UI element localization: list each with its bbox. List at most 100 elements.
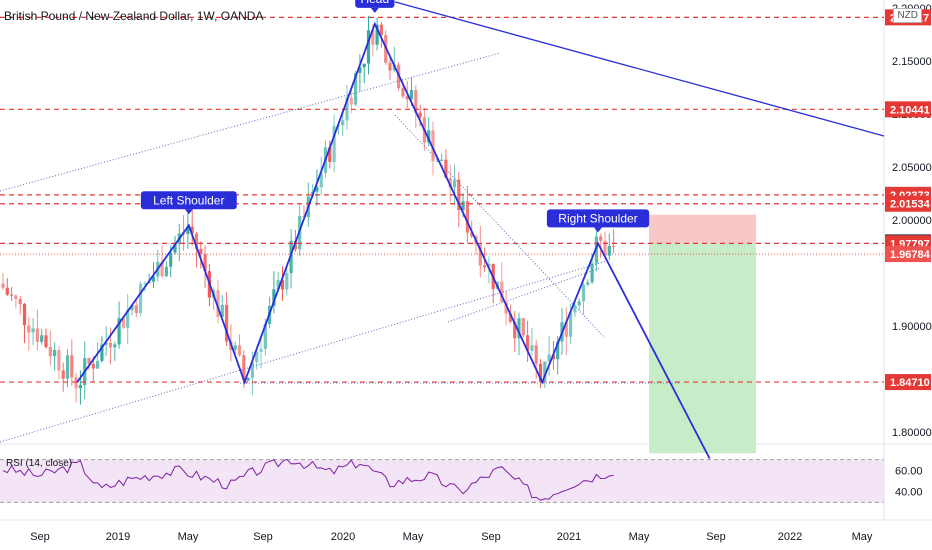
candle-body bbox=[31, 328, 35, 333]
candle bbox=[35, 309, 39, 351]
candle bbox=[96, 342, 100, 369]
stop-zone bbox=[649, 214, 756, 244]
candle bbox=[280, 266, 285, 301]
candle-body bbox=[530, 345, 534, 351]
time-tick: 2019 bbox=[106, 531, 130, 543]
candle-body bbox=[319, 172, 323, 188]
time-tick: May bbox=[178, 531, 199, 543]
candle bbox=[375, 17, 379, 51]
candle-body bbox=[35, 328, 39, 342]
candle-body bbox=[478, 244, 482, 266]
candle bbox=[612, 229, 616, 254]
candle bbox=[48, 330, 52, 366]
candle-body bbox=[465, 201, 469, 233]
candle bbox=[465, 186, 469, 244]
price-badge-text: 1.84710 bbox=[890, 377, 930, 389]
candle-body bbox=[74, 377, 78, 389]
candle-body bbox=[117, 318, 121, 345]
candle-body bbox=[143, 283, 147, 285]
candle bbox=[10, 286, 14, 301]
rsi-tick: 60.00 bbox=[895, 465, 923, 477]
candle-body bbox=[414, 90, 418, 113]
candle bbox=[513, 311, 517, 352]
candle-body bbox=[160, 261, 164, 277]
candle-body bbox=[237, 345, 242, 356]
candle-body bbox=[448, 177, 452, 188]
candle bbox=[117, 301, 121, 349]
candle-body bbox=[164, 266, 168, 277]
rsi-line bbox=[2, 458, 614, 501]
candle bbox=[194, 231, 199, 268]
price-tick: 1.80000 bbox=[892, 427, 932, 439]
candle-body bbox=[603, 240, 607, 256]
candle bbox=[70, 339, 74, 386]
candle-body bbox=[186, 226, 190, 234]
candle bbox=[134, 298, 138, 318]
candle-body bbox=[556, 341, 560, 360]
candle-body bbox=[594, 236, 598, 264]
rsi-label: RSI (14, close) bbox=[6, 458, 73, 469]
candle-body bbox=[104, 342, 108, 345]
wedge-upper-line bbox=[394, 114, 606, 339]
candle-body bbox=[96, 360, 100, 369]
candle-body bbox=[581, 284, 586, 302]
candle-body bbox=[173, 243, 177, 253]
candle bbox=[199, 241, 203, 269]
candle bbox=[139, 281, 143, 317]
candle-body bbox=[547, 354, 551, 362]
candle bbox=[603, 231, 607, 257]
candle bbox=[607, 233, 611, 260]
candle bbox=[272, 271, 276, 314]
candle bbox=[121, 317, 125, 330]
candle-body bbox=[57, 350, 61, 371]
candle-body bbox=[362, 63, 366, 68]
candle-body bbox=[40, 335, 44, 342]
candle bbox=[5, 278, 9, 297]
candle bbox=[457, 172, 461, 228]
time-tick: 2022 bbox=[778, 531, 802, 543]
candle-body bbox=[272, 289, 276, 306]
time-tick: May bbox=[403, 531, 424, 543]
price-badge-text: 2.01534 bbox=[890, 199, 931, 211]
candle bbox=[332, 114, 336, 173]
currency-badge[interactable]: NZD bbox=[893, 8, 922, 23]
candle bbox=[538, 359, 543, 389]
candle-body bbox=[452, 179, 457, 188]
time-tick: May bbox=[629, 531, 650, 543]
time-tick: Sep bbox=[706, 531, 726, 543]
trend-line bbox=[394, 1, 885, 137]
candle bbox=[40, 329, 44, 345]
candle-body bbox=[246, 377, 250, 381]
candle-body bbox=[444, 159, 448, 178]
candle bbox=[237, 334, 242, 357]
candle-body bbox=[259, 348, 263, 352]
candle bbox=[27, 316, 31, 351]
pattern-label-box bbox=[546, 209, 650, 228]
candle-body bbox=[203, 254, 207, 272]
candle bbox=[126, 294, 130, 344]
candle bbox=[427, 117, 431, 147]
candle bbox=[14, 294, 18, 309]
candle bbox=[87, 357, 91, 371]
candle-body bbox=[255, 351, 259, 363]
candle bbox=[444, 149, 448, 179]
candle bbox=[164, 260, 168, 277]
candle-body bbox=[126, 310, 130, 328]
candle bbox=[440, 153, 444, 162]
channel-upper-line bbox=[0, 52, 501, 192]
candle-body bbox=[216, 290, 220, 317]
candle-body bbox=[78, 384, 82, 389]
candle-body bbox=[457, 179, 461, 210]
candle-body bbox=[225, 304, 229, 342]
candle-body bbox=[375, 24, 379, 45]
candle bbox=[100, 336, 104, 363]
candle-body bbox=[607, 246, 611, 256]
candle bbox=[216, 280, 220, 323]
candle-body bbox=[293, 240, 297, 250]
candle-body bbox=[121, 318, 125, 328]
candle bbox=[113, 341, 117, 361]
time-tick: May bbox=[852, 531, 873, 543]
channel-lower-line bbox=[0, 259, 611, 443]
